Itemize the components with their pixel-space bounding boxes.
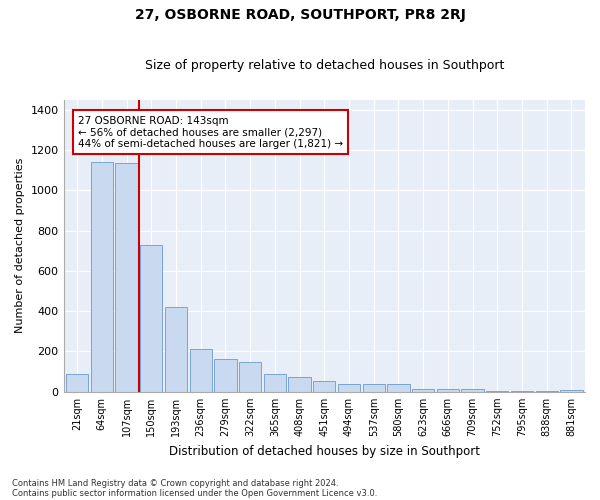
Bar — [165, 307, 187, 392]
Bar — [214, 358, 236, 392]
Y-axis label: Number of detached properties: Number of detached properties — [15, 158, 25, 334]
Bar — [387, 384, 410, 392]
Bar — [313, 380, 335, 392]
Bar — [190, 350, 212, 392]
Bar — [91, 162, 113, 392]
Text: 27 OSBORNE ROAD: 143sqm
← 56% of detached houses are smaller (2,297)
44% of semi: 27 OSBORNE ROAD: 143sqm ← 56% of detache… — [78, 116, 343, 149]
Bar — [437, 389, 459, 392]
Bar — [289, 376, 311, 392]
Bar — [264, 374, 286, 392]
Bar — [239, 362, 261, 392]
Text: 27, OSBORNE ROAD, SOUTHPORT, PR8 2RJ: 27, OSBORNE ROAD, SOUTHPORT, PR8 2RJ — [134, 8, 466, 22]
Bar — [412, 389, 434, 392]
Bar — [560, 390, 583, 392]
Text: Contains public sector information licensed under the Open Government Licence v3: Contains public sector information licen… — [12, 488, 377, 498]
Bar — [362, 384, 385, 392]
Bar — [486, 391, 508, 392]
Bar — [338, 384, 360, 392]
Bar — [66, 374, 88, 392]
X-axis label: Distribution of detached houses by size in Southport: Distribution of detached houses by size … — [169, 444, 480, 458]
Bar — [140, 244, 163, 392]
Bar — [115, 163, 137, 392]
Text: Contains HM Land Registry data © Crown copyright and database right 2024.: Contains HM Land Registry data © Crown c… — [12, 478, 338, 488]
Title: Size of property relative to detached houses in Southport: Size of property relative to detached ho… — [145, 59, 504, 72]
Bar — [461, 389, 484, 392]
